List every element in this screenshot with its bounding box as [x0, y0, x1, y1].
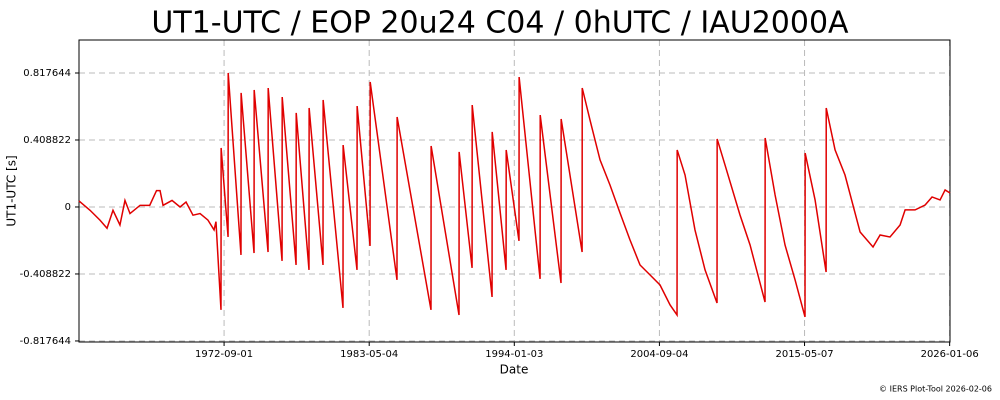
y-axis-label: UT1-UTC [s] [5, 155, 19, 226]
x-tick-label: 2026-01-06 [921, 349, 979, 360]
plot-frame [78, 39, 951, 343]
x-tick-label: 2004-09-04 [630, 349, 688, 360]
y-tick-label: -0.408822 [20, 269, 71, 280]
chart-title: UT1-UTC / EOP 20u24 C04 / 0hUTC / IAU200… [151, 6, 849, 41]
x-axis-label: Date [500, 363, 529, 377]
y-tick-label: 0.817644 [23, 68, 71, 79]
x-tick-label: 2015-05-07 [775, 349, 833, 360]
x-tick-label: 1983-05-04 [340, 349, 398, 360]
x-tick-label: 1972-09-01 [195, 349, 253, 360]
x-tick-label: 1994-01-03 [485, 349, 543, 360]
footer: © IERS Plot-Tool 2026-02-06 [879, 385, 992, 394]
y-tick-label: -0.817644 [20, 336, 71, 347]
y-tick-label: 0 [65, 202, 71, 213]
y-tick-label: 0.408822 [23, 135, 71, 146]
data-line [78, 72, 951, 318]
